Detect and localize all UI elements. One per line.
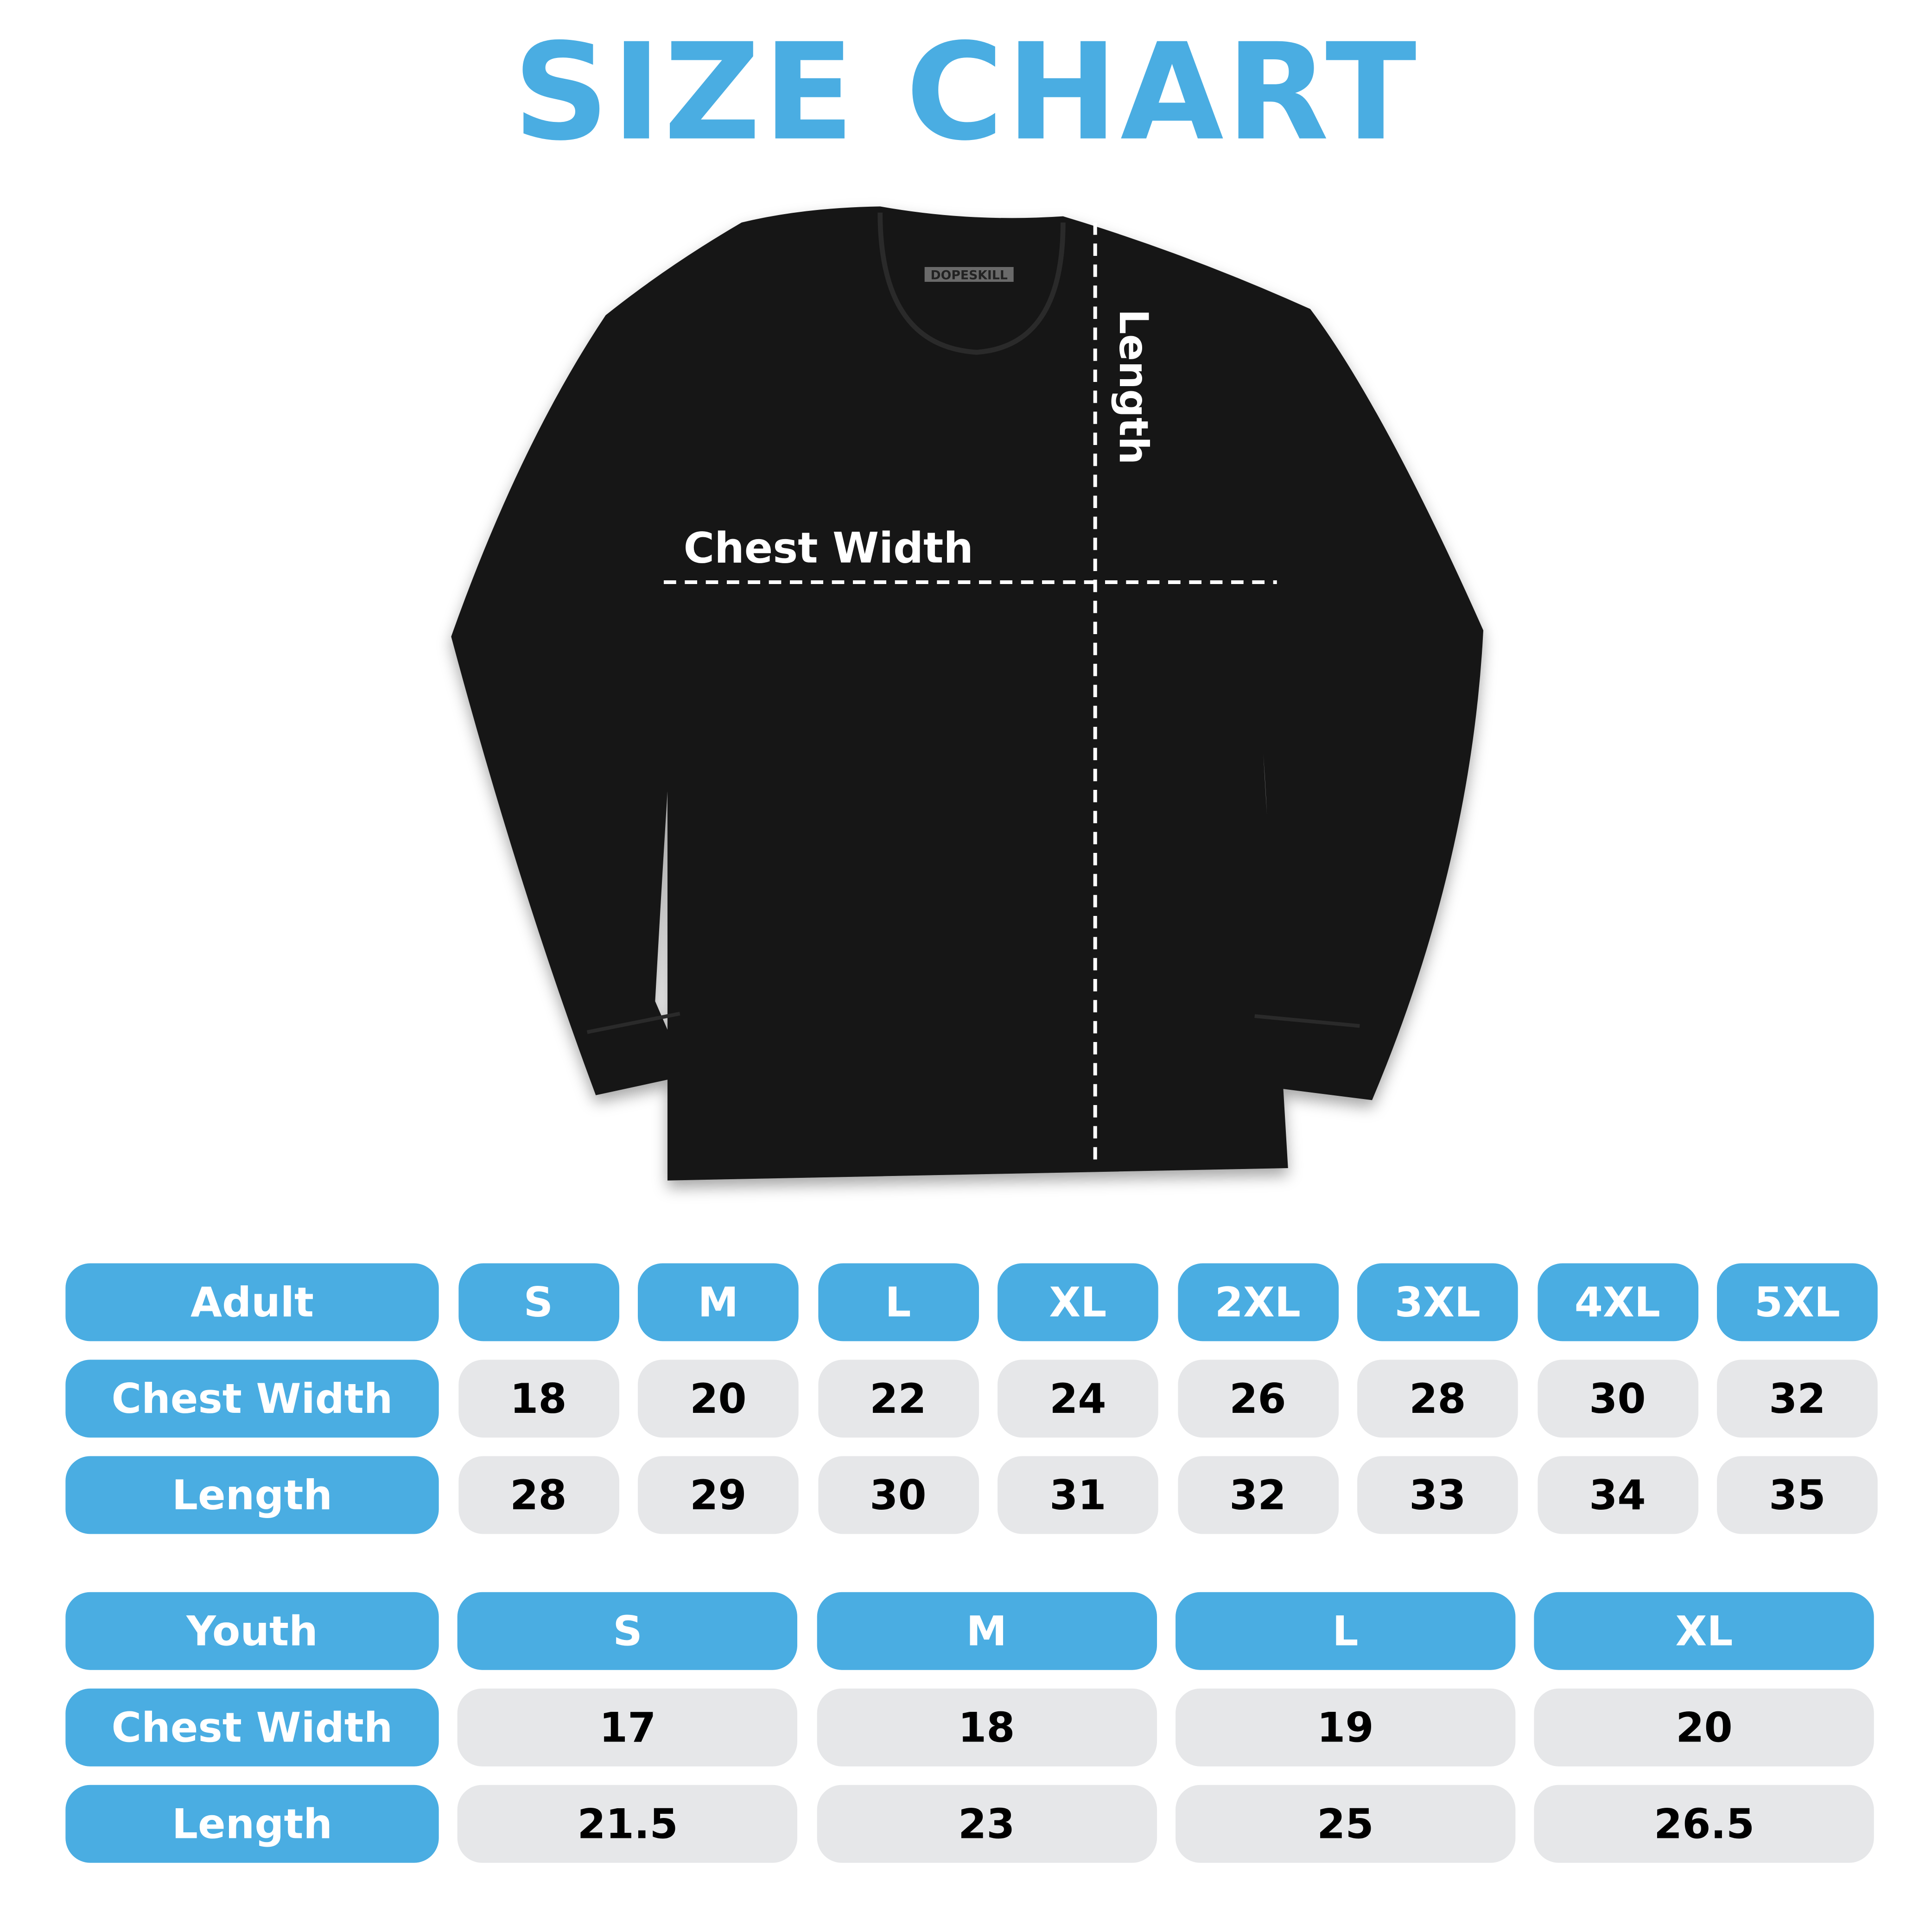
size-header-3xl: 3XL [1357, 1263, 1518, 1341]
value-cell: 30 [818, 1456, 979, 1534]
size-header-4xl: 4XL [1537, 1263, 1698, 1341]
value-cell: 34 [1537, 1456, 1698, 1534]
value-cell: 26 [1177, 1360, 1338, 1438]
row-label: Chest Width [65, 1688, 439, 1767]
value-cell: 35 [1717, 1456, 1878, 1534]
size-header-m: M [638, 1263, 799, 1341]
value-cell: 24 [998, 1360, 1158, 1438]
value-cell: 23 [816, 1785, 1157, 1863]
right-cuff-seam [1254, 1014, 1360, 1028]
size-header-l: L [1175, 1592, 1516, 1670]
value-cell: 25 [1175, 1785, 1516, 1863]
adult-size-table: Adult S M L XL 2XL 3XL 4XL 5XL Chest Width 18 20 22 2… [65, 1263, 1878, 1534]
size-header-xl: XL [998, 1263, 1158, 1341]
value-cell: 18 [816, 1688, 1157, 1767]
size-header-m: M [816, 1592, 1157, 1670]
size-header-l: L [818, 1263, 979, 1341]
shirt-body [451, 206, 1484, 1181]
brand-label [924, 267, 1014, 282]
chest-width-label: Chest Width [684, 524, 973, 572]
size-header-s: S [458, 1263, 619, 1341]
value-cell: 20 [638, 1360, 799, 1438]
size-header-5xl: 5XL [1717, 1263, 1878, 1341]
row-label: Chest Width [65, 1360, 439, 1438]
value-cell: 18 [458, 1360, 619, 1438]
value-cell: 33 [1357, 1456, 1518, 1534]
page-title: SIZE CHART [513, 16, 1419, 171]
value-cell: 17 [458, 1688, 798, 1767]
value-cell: 28 [458, 1456, 619, 1534]
adult-header-label: Adult [65, 1263, 439, 1341]
value-cell: 31 [998, 1456, 1158, 1534]
size-header-2xl: 2XL [1177, 1263, 1338, 1341]
length-label: Length [1110, 309, 1156, 465]
shirt-illustration: DOPESKILL Chest Width Length [451, 206, 1484, 1181]
left-cuff-seam [586, 1011, 680, 1034]
value-cell: 30 [1537, 1360, 1698, 1438]
row-label: Length [65, 1785, 439, 1863]
value-cell: 28 [1357, 1360, 1518, 1438]
youth-header-label: Youth [65, 1592, 439, 1670]
value-cell: 32 [1177, 1456, 1338, 1534]
size-header-xl: XL [1534, 1592, 1875, 1670]
shirt-collar [877, 212, 1066, 355]
youth-size-table: Youth S M L XL Chest Width 17 18 19 20 Length 21.5 2… [65, 1592, 1875, 1863]
brand-label-text: DOPESKILL [931, 268, 1008, 283]
value-cell: 20 [1534, 1688, 1875, 1767]
row-label: Length [65, 1456, 439, 1534]
value-cell: 22 [818, 1360, 979, 1438]
value-cell: 26.5 [1534, 1785, 1875, 1863]
value-cell: 32 [1717, 1360, 1878, 1438]
value-cell: 19 [1175, 1688, 1516, 1767]
value-cell: 21.5 [458, 1785, 798, 1863]
value-cell: 29 [638, 1456, 799, 1534]
size-header-s: S [458, 1592, 798, 1670]
